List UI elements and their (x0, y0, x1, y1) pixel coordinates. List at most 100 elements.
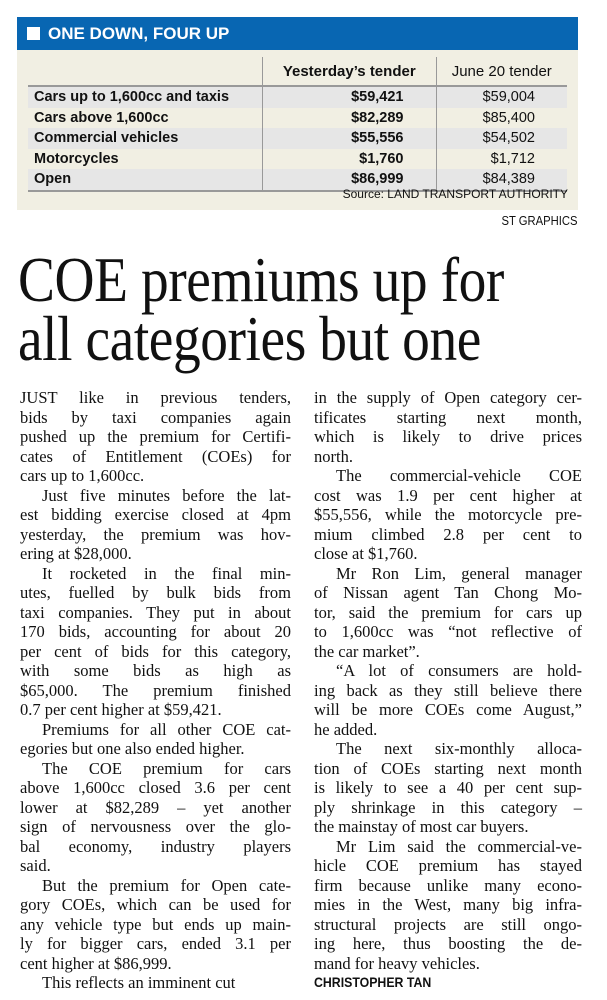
june20-value: $54,502 (435, 128, 567, 149)
text-line: mium climbed 2.8 per cent to (314, 524, 582, 544)
text-line: cars up to 1,600cc. (20, 466, 145, 485)
text-line: north. (314, 446, 353, 466)
text-line: Mr Lim said the commercial-ve- (336, 836, 582, 856)
yesterday-value: $1,760 (262, 148, 436, 169)
text-line: JUST like in previous tenders, (20, 388, 291, 407)
yesterday-value: $86,999 (262, 169, 436, 192)
text-line: ly for bigger cars, ended 3.1 per (20, 934, 291, 953)
header-yesterday: Yesterday’s tender (262, 57, 436, 87)
text-line: per cent of bids for this category, (20, 641, 291, 661)
category-cell: Cars above 1,600cc (34, 109, 169, 126)
text-line: bids by taxi companies again (20, 407, 291, 427)
text-line: yesterday, the premium was hov- (20, 524, 291, 544)
paragraph: Premiums for all other COE cat-egories b… (20, 720, 291, 759)
paragraph: But the premium for Open cate-gory COEs,… (20, 876, 291, 974)
june20-value: $84,389 (435, 169, 567, 192)
text-line: This reflects an imminent cut (42, 973, 236, 992)
text-line: lower at $82,289 – yet another (20, 797, 291, 817)
text-line: firm because unlike many econo- (314, 875, 582, 895)
paragraph: JUST like in previous tenders, bids by ta… (20, 388, 291, 486)
text-line: The COE premium for cars (42, 758, 291, 778)
text-line: tion of COEs starting next month (314, 758, 582, 778)
text-line: cost was 1.9 per cent higher at (314, 485, 582, 505)
paragraph: “A lot of consumers are hold-ing back as… (314, 661, 582, 739)
text-line: Just five minutes before the lat- (42, 485, 291, 505)
text-line: It rocketed in the final min- (42, 563, 291, 583)
yesterday-value: $59,421 (262, 86, 436, 108)
article-column-1: JUST like in previous tenders, bids by ta… (20, 388, 291, 993)
source-note: Source: LAND TRANSPORT AUTHORITY (342, 187, 568, 201)
text-line: the car market”. (314, 641, 420, 661)
header-category (28, 57, 263, 87)
category-cell: Cars up to 1,600cc and taxis (28, 86, 263, 108)
text-line: Premiums for all other COE cat- (42, 719, 291, 739)
text-line: gory COEs, which can be used for (20, 895, 291, 914)
table-row: Commercial vehicles $55,556 $54,502 (28, 128, 567, 149)
text-line: pushed up the premium for Certifi- (20, 427, 291, 446)
text-line: said. (20, 856, 51, 875)
category-cell: Open (28, 169, 263, 192)
text-line: structural projects are still ongo- (314, 914, 582, 934)
headline: COE premiums up for all categories but o… (18, 245, 504, 374)
table-row: Motorcycles $1,760 $1,712 (28, 148, 567, 169)
paragraph: The COE premium for cars above 1,600cc cl… (20, 759, 291, 876)
headline-line: all categories but one (18, 304, 481, 374)
text-line: hicle COE premium has stayed (314, 856, 582, 875)
coe-table-graphic: ONE DOWN, FOUR UP Yesterday’s tender Jun… (17, 17, 578, 210)
table-row: Open $86,999 $84,389 (28, 169, 567, 192)
paragraph: Just five minutes before the lat-est bid… (20, 486, 291, 564)
text-line: But the premium for Open cate- (42, 875, 291, 895)
coe-premium-table: Yesterday’s tender June 20 tender Cars u… (28, 57, 567, 192)
text-line: egories but one also ended higher. (20, 739, 245, 758)
headline-line: COE premiums up for (18, 245, 504, 315)
text-line: “A lot of consumers are hold- (336, 661, 582, 680)
text-line: taxi companies. They put in about (20, 602, 291, 622)
category-cell: Commercial vehicles (28, 128, 263, 149)
text-line: close at $1,760. (314, 544, 418, 563)
yesterday-value: $55,556 (262, 128, 436, 149)
graphic-title-bar: ONE DOWN, FOUR UP (17, 17, 578, 50)
text-line: of Nissan agent Tan Chong Mo- (314, 583, 582, 602)
square-bullet-icon (27, 27, 40, 40)
text-line: tor, said the premium for cars up (314, 602, 582, 622)
text-line: cates of Entitlement (COEs) for (20, 446, 291, 466)
text-line: which is likely to drive prices (314, 427, 582, 446)
graphics-credit: ST GRAPHICS (501, 214, 578, 228)
yesterday-value: $82,289 (262, 107, 436, 128)
paragraph: Mr Lim said the commercial-ve-hicle COE … (314, 837, 582, 974)
paragraph: in the supply of Open category cer-tific… (314, 388, 582, 466)
text-line: the mainstay of most car buyers. (314, 817, 529, 836)
text-line: mies in the West, many big infra- (314, 895, 582, 914)
june20-value: $59,004 (435, 86, 567, 108)
paragraph: The next six-monthly alloca-tion of COEs… (314, 739, 582, 837)
text-line: will be more COEs come August,” (314, 700, 582, 719)
june20-value: $85,400 (435, 107, 567, 128)
text-line: to 1,600cc was “not reflective of (314, 622, 582, 641)
text-line: sign of nervousness over the glo- (20, 817, 291, 836)
article-column-2: in the supply of Open category cer-tific… (314, 388, 582, 993)
text-line: he added. (314, 719, 378, 739)
text-line: The next six-monthly alloca- (336, 739, 582, 758)
text-line: 0.7 per cent higher at $59,421. (20, 700, 222, 719)
text-line: ing here, thus boosting the de- (314, 934, 582, 953)
text-line: Mr Ron Lim, general manager (336, 563, 582, 583)
text-line: est bidding exercise closed at 4pm (20, 505, 291, 524)
paragraph: The commercial-vehicle COE cost was 1.9 p… (314, 466, 582, 564)
text-line: ply shrinkage in this category – (314, 797, 582, 817)
text-line: 170 bids, accounting for about 20 (20, 622, 291, 641)
paragraph: Mr Ron Lim, general manager of Nissan age… (314, 564, 582, 662)
text-line: above 1,600cc closed 3.6 per cent (20, 778, 291, 797)
text-line: in the supply of Open category cer- (314, 388, 582, 407)
text-line: bal economy, industry players (20, 836, 291, 856)
text-line: with some bids as high as (20, 661, 291, 680)
june20-value: $1,712 (435, 148, 567, 169)
text-line: $55,556, while the motorcycle pre- (314, 505, 582, 524)
table-header-row: Yesterday’s tender June 20 tender (28, 57, 567, 87)
paragraph: This reflects an imminent cut (20, 973, 291, 993)
graphic-title: ONE DOWN, FOUR UP (48, 23, 230, 43)
text-line: cent higher at $86,999. (20, 953, 172, 973)
text-line: utes, fuelled by bulk bids from (20, 583, 291, 602)
text-line: tificates starting next month, (314, 407, 582, 427)
table-row: Cars above 1,600cc $82,289 $85,400 (28, 107, 567, 128)
paragraph: It rocketed in the final min-utes, fuell… (20, 564, 291, 720)
